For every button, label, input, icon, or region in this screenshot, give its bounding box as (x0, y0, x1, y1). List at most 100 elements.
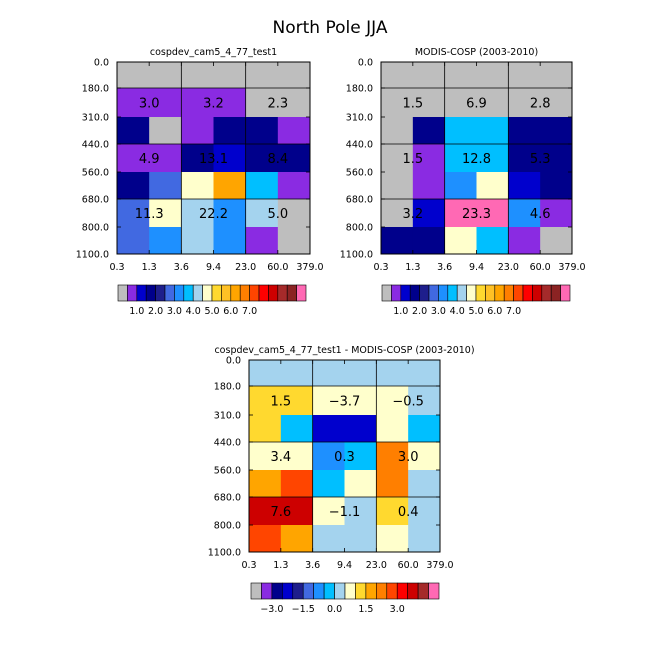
colorbar-difference: −3.0 −1.5 0.0 1.5 3.0 (250, 582, 440, 615)
x-tick-label: 379.0 (296, 262, 323, 273)
colorbar-swatch (211, 284, 222, 302)
figure-title: North Pole JJA (273, 18, 388, 38)
heatmap-cell (376, 415, 409, 443)
x-tick-label: 379.0 (426, 560, 453, 571)
heatmap-cell (540, 88, 573, 118)
colorbar-swatch (417, 582, 429, 600)
heatmap-cell (476, 88, 509, 118)
y-tick-label: 310.0 (214, 411, 241, 422)
y-tick-label: 0.0 (358, 58, 373, 69)
heatmap-cell (476, 117, 509, 145)
colorbar-label: 4.0 (450, 306, 465, 317)
heatmap-cell (540, 144, 573, 173)
colorbar-label: 1.5 (358, 604, 373, 615)
cell-value-label: 0.3 (334, 450, 355, 465)
colorbar-swatch (302, 582, 314, 600)
heatmap-cell (277, 227, 311, 255)
heatmap-cell (408, 415, 441, 443)
heatmap-cell (149, 172, 182, 200)
heatmap-cell (408, 442, 441, 471)
heatmap-cell (213, 199, 247, 228)
colorbar-swatch (136, 284, 147, 302)
colorbar-swatch (145, 284, 156, 302)
colorbar-swatch (494, 284, 505, 302)
heatmap-cell (149, 199, 182, 228)
heatmap-cell (381, 88, 414, 118)
colorbar-swatch (174, 284, 185, 302)
heatmap-cell (508, 172, 541, 200)
heatmap-cell (540, 62, 573, 89)
colorbar-swatch (323, 582, 335, 600)
colorbar-label: 3.0 (390, 604, 405, 615)
colorbar-swatch (532, 284, 543, 302)
heatmap-cell (249, 442, 282, 471)
cell-value-label: 6.9 (466, 97, 487, 112)
heatmap-cell (412, 62, 446, 89)
heatmap-cell (149, 88, 182, 118)
y-tick-label: 310.0 (346, 113, 373, 124)
heatmap-cell (249, 386, 282, 416)
cell-value-label: 11.3 (135, 207, 164, 222)
colorbar-swatch (428, 284, 439, 302)
x-tick-label: 23.0 (235, 262, 256, 273)
colorbar-swatch (386, 582, 398, 600)
heatmap-cell (444, 88, 477, 118)
heatmap-cell (213, 144, 247, 173)
cell-value-label: −0.5 (392, 395, 424, 410)
heatmap-cell (376, 360, 409, 387)
heatmap-cell (444, 144, 477, 173)
heatmap-cell (408, 497, 441, 526)
cell-value-label: 1.5 (402, 152, 423, 167)
heatmap-cell (277, 144, 311, 173)
heatmap-cell (376, 470, 409, 498)
heatmap-cell (280, 470, 314, 498)
y-tick-label: 180.0 (214, 382, 241, 393)
heatmap-cell (344, 470, 377, 498)
heatmap-cell (149, 117, 182, 145)
heatmap-cell (508, 144, 541, 173)
y-tick-label: 180.0 (346, 84, 373, 95)
y-tick-label: 1100.0 (76, 250, 109, 261)
heatmap-cell (476, 62, 509, 89)
colorbar-swatch (475, 284, 486, 302)
heatmap-cell (508, 227, 541, 255)
cell-value-label: 12.8 (462, 152, 491, 167)
heatmap-cell (245, 117, 279, 145)
heatmap-cell (312, 497, 345, 526)
panel-title: MODIS-COSP (2003-2010) (415, 47, 538, 58)
cell-value-label: 3.2 (203, 97, 224, 112)
heatmap-cell (245, 62, 279, 89)
heatmap-cell (376, 497, 409, 526)
colorbar-swatch (513, 284, 524, 302)
heatmap-cell (277, 172, 311, 200)
colorbar-swatch (230, 284, 241, 302)
y-tick-label: 440.0 (346, 140, 373, 151)
x-tick-label: 3.6 (305, 560, 320, 571)
heatmap-cell (249, 470, 282, 498)
heatmap-cell (117, 199, 150, 228)
colorbar-swatch (271, 582, 283, 600)
colorbar-swatch (355, 582, 367, 600)
cell-value-label: 2.8 (530, 97, 551, 112)
heatmap-cell (381, 227, 414, 255)
x-tick-label: 9.4 (469, 262, 484, 273)
heatmap-cell (508, 88, 541, 118)
heatmap-cell (249, 415, 282, 443)
y-tick-label: 800.0 (346, 223, 373, 234)
colorbar-swatch (296, 284, 307, 302)
heatmap-panel-model: 0.3 1.3 3.6 9.4 23.0 60.0 379.0 0.0 180.0 310.0 44… (76, 47, 324, 273)
colorbar-swatch (277, 284, 288, 302)
heatmap-cell (540, 117, 573, 145)
heatmap-cell (344, 386, 377, 416)
colorbar-absolute-right: 1.0 2.0 3.0 4.0 5.0 6.0 7.0 (381, 284, 571, 317)
heatmap-cell (444, 117, 477, 145)
heatmap-cell (408, 386, 441, 416)
colorbar-swatch (117, 284, 128, 302)
heatmap-cell (277, 88, 311, 118)
panel-title: cospdev_cam5_4_77_test1 - MODIS-COSP (20… (214, 345, 474, 356)
x-tick-label: 1.3 (273, 560, 288, 571)
heatmap-cell (245, 88, 279, 118)
heatmap-cell (412, 227, 446, 255)
colorbar-swatch (419, 284, 430, 302)
